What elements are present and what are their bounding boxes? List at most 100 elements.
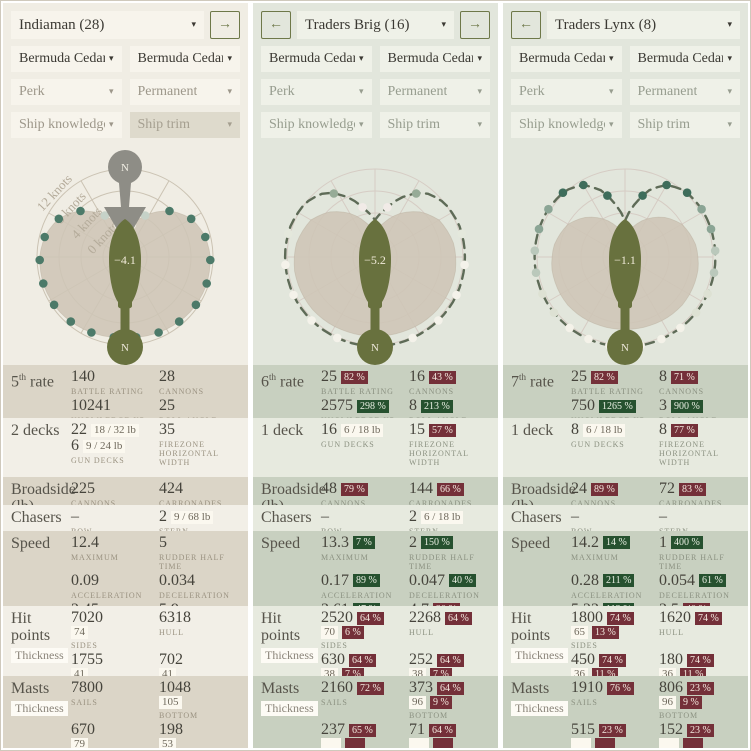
stat-cell: 237 65 % bbox=[321, 722, 407, 748]
stat-value: 10241 bbox=[71, 397, 111, 414]
row-label: Masts Thickness bbox=[511, 680, 571, 748]
stat-value: 1620 bbox=[659, 609, 691, 627]
stat-caption: STERN bbox=[159, 527, 242, 530]
speed-dot bbox=[140, 211, 150, 220]
speed-dot bbox=[682, 188, 692, 197]
stat-cell: 3.540 %TURN ACCELERATION bbox=[659, 601, 742, 607]
stats-row-masts: Masts Thickness 2160 72 % SAILS 373 64 % 96 9 % B… bbox=[253, 676, 498, 748]
stat-value: 8 bbox=[659, 421, 667, 439]
percent-badge: 64 % bbox=[349, 653, 376, 667]
next-ship-button[interactable]: → bbox=[460, 11, 490, 39]
next-ship-button[interactable]: → bbox=[210, 11, 240, 39]
perk-select-label: Perk bbox=[269, 84, 295, 99]
detail-badge: 53 bbox=[159, 738, 176, 748]
speed-dot bbox=[457, 229, 467, 238]
speed-dot bbox=[201, 232, 210, 242]
ship-select[interactable]: Traders Brig (16) ▾ bbox=[297, 11, 454, 39]
thickness-badge: Thickness bbox=[261, 701, 318, 717]
ship-trim-select[interactable]: Ship trim ▾ bbox=[629, 112, 740, 138]
percent-badge: 150 % bbox=[421, 536, 453, 550]
permanent-module-select[interactable]: Permanent ▾ bbox=[379, 79, 490, 105]
row-label: Chasers bbox=[261, 509, 312, 527]
speed-dot bbox=[703, 289, 712, 299]
percent-badge bbox=[433, 738, 453, 748]
perk-select[interactable]: Perk ▾ bbox=[511, 79, 622, 105]
ship-trim-select[interactable]: Ship trim ▾ bbox=[129, 112, 240, 138]
frame-wood-select-label: Bermuda Cedar bbox=[19, 51, 105, 66]
stat-caption: BOTTOM bbox=[409, 711, 449, 721]
planking-wood-select[interactable]: Bermuda Cedar ▾ bbox=[379, 46, 490, 72]
stat-value: 630 bbox=[321, 651, 345, 669]
ship-knowledge-select[interactable]: Ship knowledge ▾ bbox=[261, 112, 372, 138]
stat-cell: 140 BATTLE RATING bbox=[71, 369, 157, 397]
stat-value: 424 bbox=[159, 480, 183, 498]
stats-row-broadside: Broadside (lb)48 79 % CANNONS 144 66 % CARRON… bbox=[253, 477, 498, 506]
stats-row-hitpoints: Hit points Thickness 2520 64 % 70 6 % SIDES 226… bbox=[253, 606, 498, 677]
ship-column-indiaman: Indiaman (28) ▾ → Bermuda Cedar ▾ Bermuda Ced… bbox=[3, 3, 248, 748]
speed-dot bbox=[411, 189, 421, 198]
stat-caption: BATTLE RATING bbox=[321, 387, 394, 396]
speed-dot bbox=[186, 214, 196, 224]
percent-badge: 7 % bbox=[342, 668, 364, 677]
stat-caption: ROLL ANGLE bbox=[159, 416, 242, 418]
stat-cell: 0.09 ACCELERATION bbox=[71, 572, 157, 600]
stat-caption: STERN bbox=[409, 527, 492, 530]
stat-cell: 8 213 % ROLL ANGLE bbox=[409, 398, 492, 419]
stat-cell: 25 ROLL ANGLE bbox=[159, 398, 242, 419]
detail-badge bbox=[659, 738, 679, 748]
stat-cell: 2268 64 % HULL bbox=[409, 610, 492, 650]
percent-badge: 61 % bbox=[699, 574, 726, 588]
permanent-module-select[interactable]: Permanent ▾ bbox=[629, 79, 740, 105]
frame-wood-select[interactable]: Bermuda Cedar ▾ bbox=[511, 46, 622, 72]
ship-select[interactable]: Indiaman (28) ▾ bbox=[11, 11, 204, 39]
percent-badge: 76 % bbox=[607, 681, 634, 695]
planking-wood-select[interactable]: Bermuda Cedar ▾ bbox=[129, 46, 240, 72]
stat-value: 28 bbox=[159, 368, 175, 385]
stat-cell: 1620 74 % HULL bbox=[659, 610, 742, 650]
stat-value: 2520 bbox=[321, 609, 353, 627]
stat-value: 8 bbox=[571, 421, 579, 439]
speed-dot bbox=[358, 203, 367, 212]
stat-value: 2575 bbox=[321, 397, 353, 414]
ship-heading-marker: N −4.1 bbox=[107, 219, 143, 365]
percent-badge: 900 % bbox=[671, 399, 703, 413]
frame-wood-select[interactable]: Bermuda Cedar ▾ bbox=[11, 46, 122, 72]
percent-badge: 7 % bbox=[353, 536, 375, 550]
stat-value: 252 bbox=[409, 651, 433, 669]
ship-select[interactable]: Traders Lynx (8) ▾ bbox=[547, 11, 740, 39]
speed-dot bbox=[54, 214, 64, 224]
prev-ship-button[interactable]: ← bbox=[511, 11, 541, 39]
perk-select[interactable]: Perk ▾ bbox=[261, 79, 372, 105]
stat-value: 225 bbox=[71, 480, 95, 498]
ship-knowledge-select[interactable]: Ship knowledge ▾ bbox=[11, 112, 122, 138]
ship-heading-marker: N −5.2 bbox=[357, 219, 393, 365]
detail-badge: 9 / 68 lb bbox=[171, 510, 214, 524]
stat-cell: 2160 72 % SAILS bbox=[321, 680, 407, 720]
stat-value: 22 bbox=[71, 421, 87, 439]
ship-knowledge-select[interactable]: Ship knowledge ▾ bbox=[511, 112, 622, 138]
percent-badge: 213 % bbox=[421, 399, 453, 413]
stat-cell: 0.054 61 % DECELERATION bbox=[659, 572, 742, 600]
stat-caption: SAILS bbox=[571, 698, 598, 708]
prev-ship-button[interactable]: ← bbox=[261, 11, 291, 39]
stat-value: – bbox=[71, 508, 79, 526]
percent-badge: 89 % bbox=[591, 482, 618, 496]
percent-badge: 79 % bbox=[341, 482, 368, 496]
perk-select[interactable]: Perk ▾ bbox=[11, 79, 122, 105]
speed-dot bbox=[283, 229, 293, 238]
frame-wood-select[interactable]: Bermuda Cedar ▾ bbox=[261, 46, 372, 72]
stat-cell: 72 83 % CARRONADES bbox=[659, 481, 742, 506]
row-label: Broadside (lb) bbox=[11, 481, 76, 505]
planking-wood-select[interactable]: Bermuda Cedar ▾ bbox=[629, 46, 740, 72]
stat-cell: 5 RUDDER HALF TIME bbox=[159, 534, 242, 571]
ship-trim-select[interactable]: Ship trim ▾ bbox=[379, 112, 490, 138]
stat-cell: 2520 64 % 70 6 % SIDES bbox=[321, 610, 407, 650]
percent-badge: 113 % bbox=[603, 603, 635, 607]
stat-value: 0.047 bbox=[409, 571, 445, 589]
stat-value: 3 bbox=[659, 397, 667, 414]
permanent-module-select[interactable]: Permanent ▾ bbox=[129, 79, 240, 105]
speed-dot bbox=[534, 224, 544, 234]
